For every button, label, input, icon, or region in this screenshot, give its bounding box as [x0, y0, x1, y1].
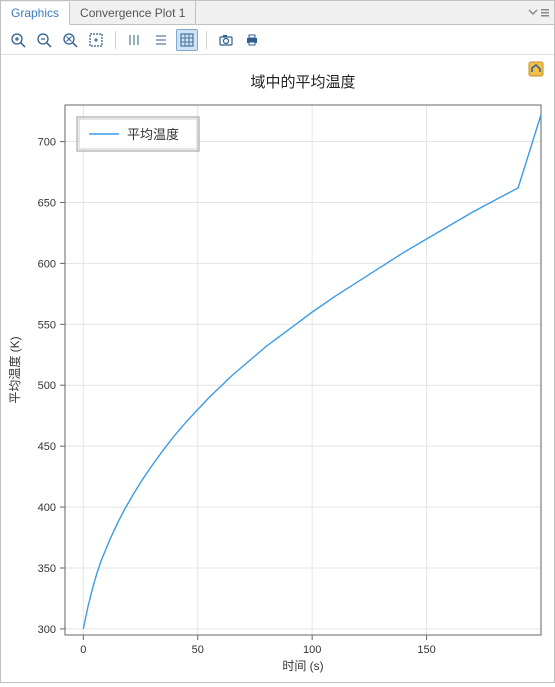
ticks-x-button[interactable]	[124, 29, 146, 51]
tabbar-controls	[528, 6, 554, 20]
chart-settings-icon[interactable]	[528, 61, 544, 80]
svg-text:550: 550	[38, 319, 56, 331]
zoom-box-button[interactable]	[85, 29, 107, 51]
toolbar-separator	[115, 31, 116, 49]
tab-convergence[interactable]: Convergence Plot 1	[70, 1, 196, 24]
dropdown-icon[interactable]	[528, 6, 538, 20]
svg-text:平均温度 (K): 平均温度 (K)	[7, 336, 22, 403]
tab-label: Convergence Plot 1	[80, 6, 185, 20]
grid-toggle-button[interactable]	[176, 29, 198, 51]
svg-text:600: 600	[38, 258, 56, 270]
tab-bar: Graphics Convergence Plot 1	[1, 1, 554, 25]
svg-text:350: 350	[38, 563, 56, 575]
ticks-y-button[interactable]	[150, 29, 172, 51]
print-button[interactable]	[241, 29, 263, 51]
svg-text:700: 700	[38, 137, 56, 149]
svg-text:400: 400	[38, 502, 56, 514]
svg-text:时间 (s): 时间 (s)	[282, 659, 323, 673]
menu-icon[interactable]	[540, 6, 550, 20]
toolbar	[1, 25, 554, 55]
svg-text:300: 300	[38, 624, 56, 636]
svg-text:150: 150	[417, 644, 435, 656]
svg-text:450: 450	[38, 441, 56, 453]
zoom-in-button[interactable]	[7, 29, 29, 51]
toolbar-separator	[206, 31, 207, 49]
tab-label: Graphics	[11, 6, 59, 20]
svg-text:100: 100	[303, 644, 321, 656]
svg-text:50: 50	[192, 644, 204, 656]
camera-button[interactable]	[215, 29, 237, 51]
chart-area: 0 50 100 150 300 350 400 450 500 550 600 650 700 时间 (…	[1, 55, 554, 682]
zoom-out-button[interactable]	[33, 29, 55, 51]
svg-text:0: 0	[80, 644, 86, 656]
svg-text:域中的平均温度: 域中的平均温度	[250, 74, 355, 91]
svg-text:500: 500	[38, 380, 56, 392]
zoom-reset-button[interactable]	[59, 29, 81, 51]
svg-text:平均温度: 平均温度	[127, 127, 179, 142]
line-chart: 0 50 100 150 300 350 400 450 500 550 600 650 700 时间 (…	[1, 55, 555, 684]
svg-text:650: 650	[38, 197, 56, 209]
tab-graphics[interactable]: Graphics	[1, 2, 70, 25]
